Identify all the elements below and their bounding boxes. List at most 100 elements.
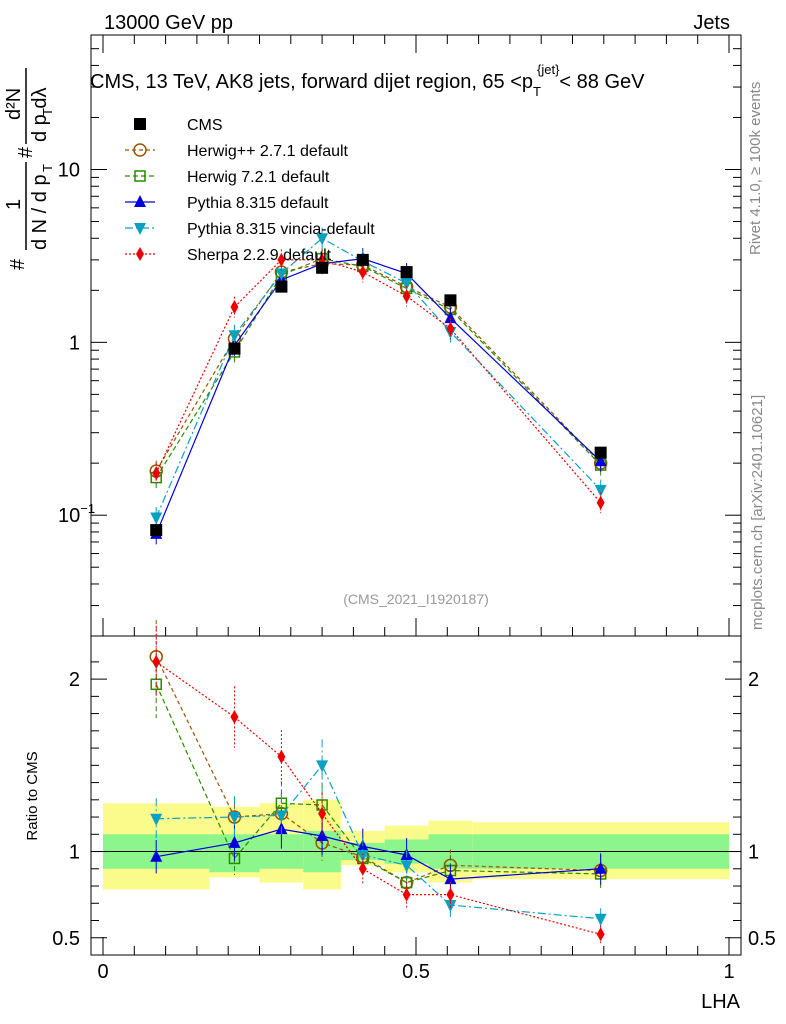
ratio-point [356,849,369,862]
series-line-3 [155,237,602,518]
ratio-point [594,861,607,874]
cms-data-point [400,266,413,279]
ratio-y-tick-label-right: 1 [748,842,759,864]
legend-label: Herwig++ 2.7.1 default [187,143,349,160]
series-point [152,466,161,481]
series-line-0 [155,263,602,472]
ratio-y-tick-label: 2 [69,669,80,691]
main-panel: 10−1 1 10 [58,34,742,637]
ylabel-hash1: # [7,258,29,270]
legend-marker [134,223,146,235]
cms-data-point [228,342,241,355]
ratio-point [402,887,411,902]
series-point [228,330,241,343]
series-point [230,300,239,315]
series-point [596,495,605,510]
series-point [402,289,411,304]
legend-marker [133,143,147,157]
mcplots-label: mcplots.cern.ch [arXiv:2401.10621] [749,395,766,630]
x-tick-label: 0 [97,961,108,983]
ratio-axes-group: 0.5 0.5 1 1 2 2 [52,661,776,950]
series-line-1 [155,258,602,478]
chart-title-sup: {jet} [537,62,560,77]
cms-data-point [594,446,607,459]
ratio-point [316,829,329,842]
ylabel-hash2: # [15,146,37,158]
chart-title-post: < 88 GeV [559,71,645,93]
ratio-point [446,887,455,902]
ylabel-den2-sub: T [40,108,55,116]
ratio-point [358,861,367,876]
series-point [444,311,457,324]
series-point [277,252,286,267]
ratio-point [150,849,163,862]
main-y-tick-label: 10 [58,159,80,181]
ratio-point [150,813,163,826]
legend-label: Pythia 8.315 vincia-default [187,221,375,238]
ratio-line-3 [156,764,601,920]
main-y-tick-label: 10−1 [58,501,95,527]
chart-title-sub: T [533,84,541,99]
ratio-point [152,654,161,669]
legend-label: Herwig 7.2.1 default [187,169,330,186]
header-jets: Jets [693,12,730,34]
cms-data-point [275,280,288,293]
x-axis-label: LHA [701,991,741,1013]
series-point [150,512,163,525]
series-line-4 [155,259,602,504]
ratio-y-tick-label: 0.5 [52,928,80,950]
main-series-group [149,227,608,545]
ratio-y-tick-label-right: 0.5 [748,928,776,950]
y-axis-label-ratio: Ratio to CMS [24,751,41,840]
x-tick-label: 1 [723,961,734,983]
ratio-point [400,860,413,873]
legend-marker [134,170,146,182]
ratio-point [277,749,286,764]
legend: CMS Herwig++ 2.7.1 default Herwig 7.2.1 de… [125,117,375,264]
ratio-point [228,812,241,825]
ratio-frame-group [90,635,742,956]
legend-marker [134,118,146,130]
ylabel-den2: d p dλ [29,88,51,142]
main-axes-group: 10−1 1 10 [58,34,741,637]
legend-label: CMS [187,117,223,134]
main-y-tick-label-exp: −1 [80,501,95,516]
legend-label: Pythia 8.315 default [187,195,329,212]
legend-marker [134,195,146,207]
legend-label: Sherpa 2.2.9 default [187,247,332,264]
cms-data-point [316,261,329,274]
ratio-point [316,760,329,773]
cms-data-point [356,253,369,266]
ratio-line-4 [155,661,601,935]
ratio-y-tick-label: 1 [69,842,80,864]
ylabel-den: d N / d p [29,174,51,250]
chart-title-pre: CMS, 13 TeV, AK8 jets, forward dijet reg… [90,71,533,93]
ratio-point [275,810,288,823]
ratio-point [594,913,607,926]
x-axis: 0 0.5 1 [97,35,735,983]
header-energy: 13000 GeV pp [104,12,233,34]
ratio-band-group [91,799,741,890]
ratio-series-group [149,619,608,944]
y-axis-label-main: # 1 d N / d p T # d²N d p dλ T [3,68,55,270]
cms-data-point [150,524,163,537]
x-tick-label: 0.5 [402,961,430,983]
ratio-panel: 0.5 0.5 1 1 2 2 [52,619,776,956]
main-y-tick-label: 1 [69,332,80,354]
series-point [316,233,329,246]
analysis-id: (CMS_2021_I1920187) [343,591,489,607]
series-point [446,321,455,336]
series-point [400,278,413,291]
series-point [594,484,607,497]
chart-title: CMS, 13 TeV, AK8 jets, forward dijet reg… [90,62,645,99]
legend-marker [136,247,144,261]
ylabel-den-sub: T [40,164,55,172]
ratio-point [444,872,457,885]
ratio-point [228,835,241,848]
ratio-line-0 [155,656,601,884]
cms-data-point [444,294,457,307]
series-point [358,265,367,280]
ratio-y-tick-label-right: 2 [748,669,759,691]
ratio-point [230,710,239,725]
